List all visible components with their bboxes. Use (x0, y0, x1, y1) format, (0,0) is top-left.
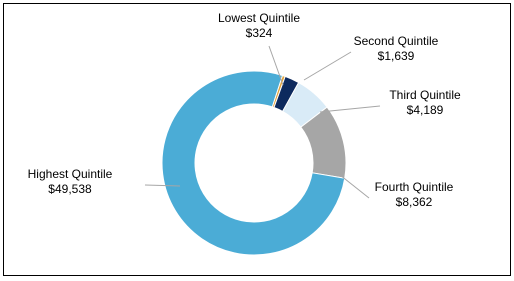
category-label: Fourth Quintile (375, 180, 454, 194)
value-label: $8,362 (396, 195, 433, 209)
value-label: $49,538 (48, 182, 92, 196)
leader-line (319, 105, 381, 113)
category-label: Highest Quintile (28, 167, 113, 181)
leader-line (339, 174, 370, 199)
leader-line (268, 45, 284, 86)
donut-segment (161, 70, 346, 256)
leader-line (144, 184, 181, 187)
category-label: Lowest Quintile (218, 11, 300, 25)
leader-line (303, 51, 352, 81)
value-label: $324 (246, 26, 273, 40)
category-label: Third Quintile (389, 88, 461, 102)
value-label: $1,639 (378, 49, 415, 63)
category-label: Second Quintile (354, 34, 439, 48)
value-label: $4,189 (407, 103, 444, 117)
